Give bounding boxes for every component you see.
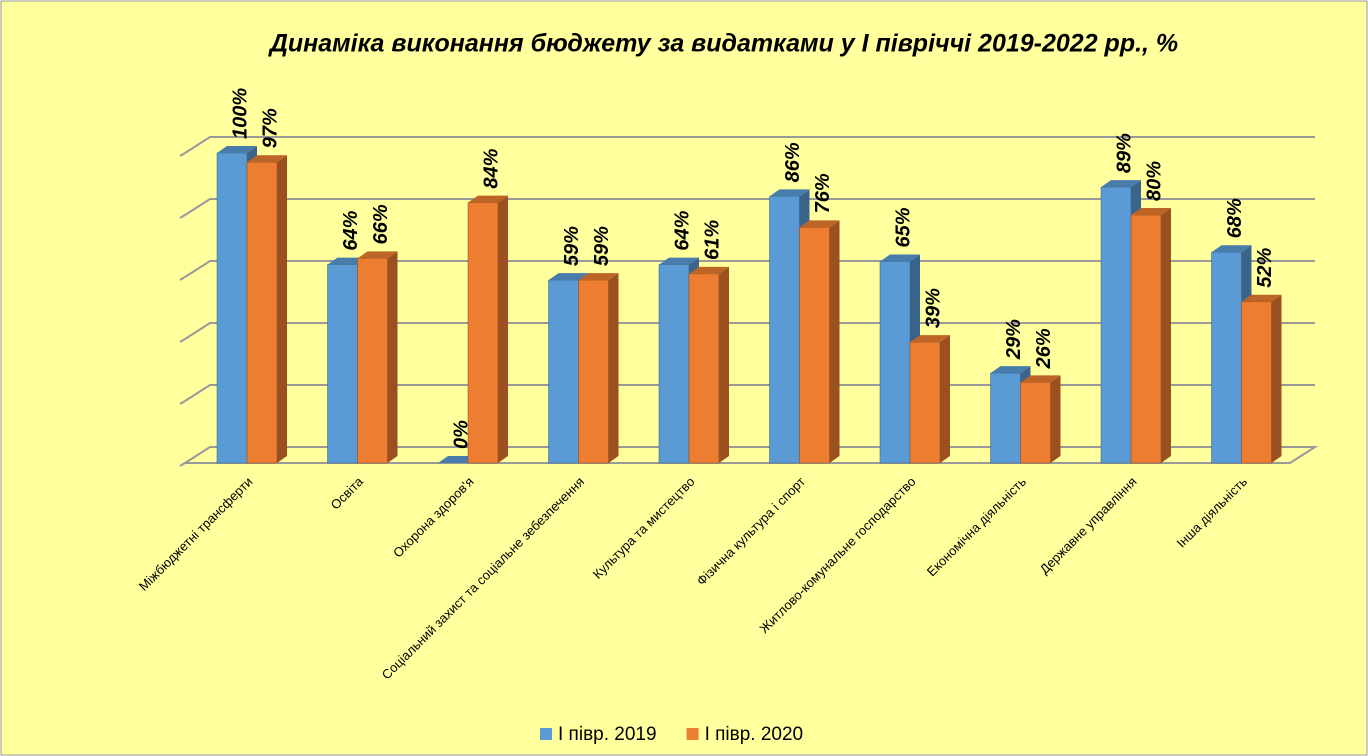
data-label: 76% <box>812 173 834 213</box>
bar-top <box>1101 180 1141 188</box>
bar <box>357 251 398 464</box>
grid-line <box>184 198 1315 216</box>
bar-front <box>1241 301 1272 464</box>
bar-front <box>548 279 579 464</box>
bar-side <box>387 251 398 463</box>
bar-top <box>799 220 840 228</box>
y-tick <box>179 400 186 405</box>
bar <box>1020 375 1061 464</box>
data-label: 89% <box>1113 133 1135 173</box>
bar-top <box>880 254 920 262</box>
data-label: 39% <box>922 288 944 328</box>
bar <box>246 155 287 464</box>
bar-top <box>357 251 398 259</box>
bar-top <box>1211 245 1252 253</box>
bar-top <box>578 273 619 281</box>
bar-front <box>909 341 941 464</box>
bar-front <box>246 162 278 464</box>
data-label: 65% <box>892 207 914 247</box>
bar-front <box>357 258 388 464</box>
bar-top <box>910 335 950 343</box>
legend-swatch <box>686 728 699 740</box>
y-tick <box>179 152 186 157</box>
bar <box>799 220 840 464</box>
legend-label: І півр. 2019 <box>558 724 657 745</box>
data-label: 86% <box>782 142 804 182</box>
bar-top <box>548 273 589 281</box>
bar-side <box>1271 294 1282 463</box>
data-label: 100% <box>229 88 251 139</box>
grid-line <box>184 260 1315 278</box>
bar <box>688 266 729 464</box>
bar-front <box>990 372 1021 464</box>
bar-front <box>1100 186 1132 464</box>
bar <box>467 195 508 464</box>
bar-front <box>879 261 911 464</box>
data-label: 59% <box>591 226 613 266</box>
y-tick <box>179 214 186 219</box>
bar-side <box>1050 375 1061 463</box>
bar-top <box>468 195 508 203</box>
bar-top <box>217 146 257 153</box>
bar-front <box>327 264 358 464</box>
bar-side <box>608 273 619 463</box>
bar <box>1241 294 1282 464</box>
data-label: 84% <box>480 148 502 188</box>
bar-front <box>216 152 248 464</box>
y-tick <box>179 338 186 343</box>
bar-front <box>688 273 720 464</box>
y-tick <box>179 462 186 467</box>
bar-top <box>990 366 1031 374</box>
bar-top <box>1241 294 1282 302</box>
bar-side <box>1161 208 1171 463</box>
bar-top <box>247 155 287 163</box>
bar-side <box>277 155 287 464</box>
y-tick <box>179 276 186 281</box>
bar <box>1130 208 1171 464</box>
data-label: 26% <box>1033 328 1055 369</box>
bar-top <box>1020 375 1061 383</box>
bar-front <box>1020 382 1051 464</box>
grid-line <box>184 136 1315 154</box>
data-label: 0% <box>450 420 472 449</box>
data-label: 66% <box>370 204 392 244</box>
chart-title: Динаміка виконання бюджету за видатками … <box>268 30 1178 58</box>
data-label: 68% <box>1224 198 1246 238</box>
data-label: 97% <box>259 108 281 148</box>
bar-front <box>769 196 800 464</box>
bar-front <box>1211 251 1242 464</box>
data-label: 61% <box>701 220 723 260</box>
bar-top <box>769 189 810 197</box>
bar-top <box>1131 208 1171 215</box>
data-label: 64% <box>671 210 693 250</box>
data-label: 29% <box>1003 319 1025 360</box>
data-label: 80% <box>1143 161 1165 201</box>
bar-front <box>658 264 690 464</box>
bar-front <box>467 202 499 464</box>
data-label: 64% <box>340 210 362 250</box>
bar <box>909 335 950 464</box>
bar-front <box>1130 214 1162 464</box>
grid-line <box>184 322 1315 340</box>
bar-side <box>940 335 950 463</box>
bar-front <box>578 279 609 464</box>
bar-front <box>799 227 830 464</box>
bar <box>578 273 619 464</box>
legend-label: І півр. 2020 <box>705 724 804 745</box>
data-label: 52% <box>1254 248 1276 288</box>
bar-side <box>498 195 508 463</box>
bar-top <box>689 266 729 274</box>
bar-top <box>659 257 699 265</box>
bar-side <box>829 220 840 463</box>
bar-side <box>719 266 729 463</box>
legend-swatch <box>540 728 552 740</box>
data-label: 59% <box>561 226 583 266</box>
